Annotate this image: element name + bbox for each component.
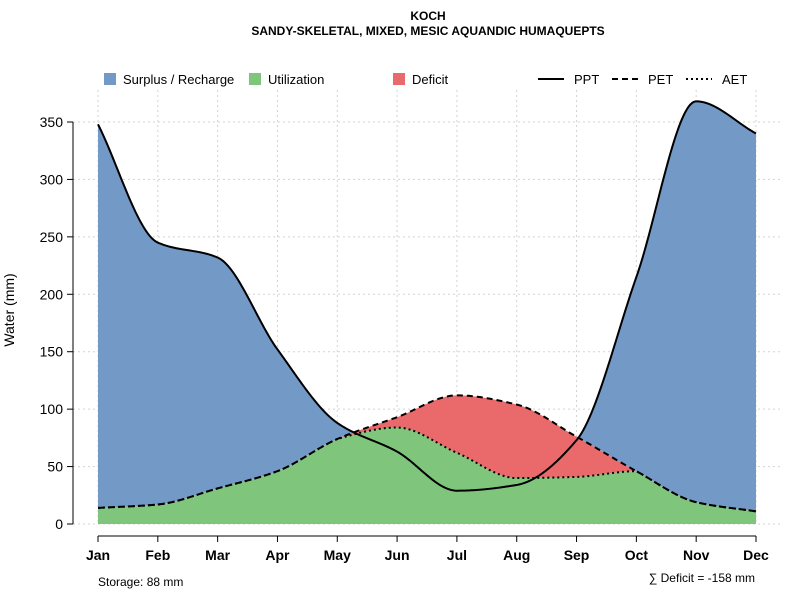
- y-tick-label: 250: [40, 229, 64, 245]
- x-tick-label-feb: Feb: [145, 547, 170, 563]
- legend-label-deficit: Deficit: [412, 72, 449, 87]
- axes: 0 50 100 150 200 250 300 350 Jan Feb Mar Apr May Jun J…: [40, 114, 769, 563]
- legend-label-surplus-recharge: Surplus / Recharge: [123, 72, 234, 87]
- legend-swatch-utilization: [249, 73, 261, 85]
- x-tick-label-mar: Mar: [205, 547, 230, 563]
- legend-label-aet: AET: [722, 72, 747, 87]
- deficit-note: ∑ Deficit = -158 mm: [649, 571, 755, 585]
- legend: Surplus / Recharge Utilization Deficit PPT P…: [104, 72, 747, 87]
- areas: [98, 101, 756, 524]
- aet-line: [97, 426, 757, 513]
- legend-label-ppt: PPT: [574, 72, 599, 87]
- y-axis-label: Water (mm): [1, 273, 17, 346]
- y-tick-label: 150: [40, 344, 64, 360]
- x-tick-label-jun: Jun: [385, 547, 410, 563]
- y-tick-label: 200: [40, 286, 64, 302]
- x-tick-label-nov: Nov: [683, 547, 710, 563]
- x-tick-label-oct: Oct: [625, 547, 649, 563]
- x-tick-label-sep: Sep: [564, 547, 590, 563]
- x-tick-label-dec: Dec: [743, 547, 769, 563]
- y-tick-label: 100: [40, 401, 64, 417]
- y-tick-label: 50: [47, 459, 63, 475]
- y-tick-label: 300: [40, 171, 64, 187]
- x-tick-label-jan: Jan: [86, 547, 110, 563]
- series-lines: [97, 100, 757, 513]
- y-tick-label: 350: [40, 114, 64, 130]
- chart-title: KOCH: [410, 9, 445, 23]
- legend-swatch-deficit: [393, 73, 405, 85]
- x-tick-label-apr: Apr: [265, 547, 290, 563]
- ppt-line: [97, 100, 757, 492]
- chart-subtitle: SANDY-SKELETAL, MIXED, MESIC AQUANDIC HU…: [251, 24, 604, 38]
- legend-label-utilization: Utilization: [268, 72, 324, 87]
- deficit-area: [98, 395, 756, 512]
- surplus-area: [98, 101, 756, 512]
- x-tick-label-jul: Jul: [447, 547, 467, 563]
- y-tick-label: 0: [55, 516, 63, 532]
- x-tick-label-may: May: [324, 547, 351, 563]
- legend-swatch-surplus-recharge: [104, 73, 116, 85]
- storage-note: Storage: 88 mm: [98, 575, 183, 589]
- x-tick-label-aug: Aug: [503, 547, 530, 563]
- legend-label-pet: PET: [648, 72, 673, 87]
